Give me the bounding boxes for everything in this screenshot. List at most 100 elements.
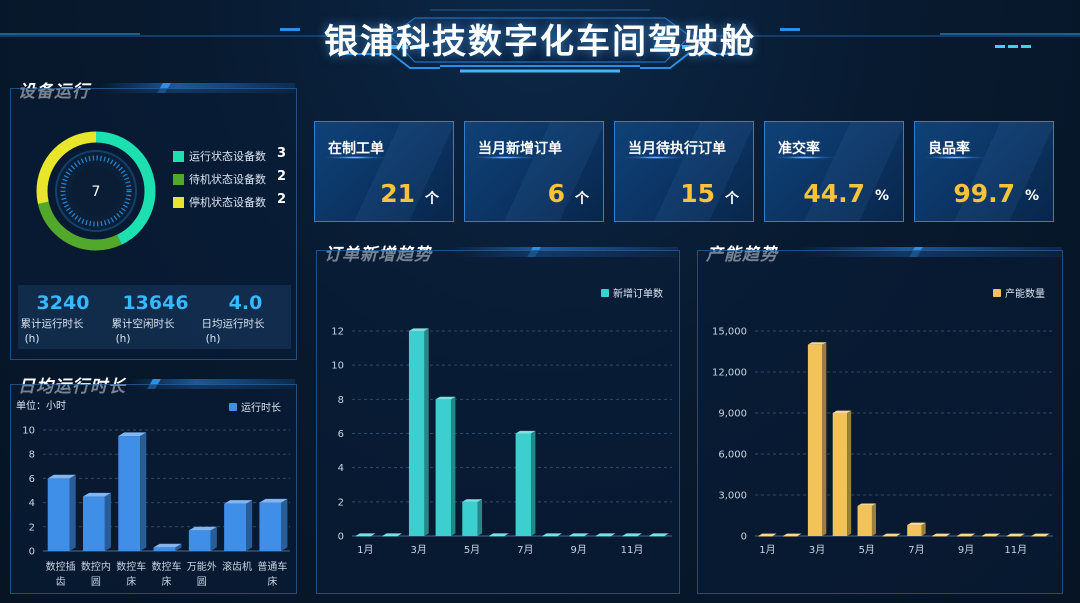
legend-swatch-running — [173, 150, 184, 162]
y-tick-label: 12 — [331, 327, 344, 338]
svg-text:新增订单数: 新增订单数 — [613, 287, 663, 300]
kpi-unit: 个 — [425, 191, 439, 207]
bar-2月 — [783, 533, 802, 537]
y-tick-label: 6 — [338, 429, 344, 440]
bar-9月 — [956, 533, 976, 537]
bar-5月 — [857, 503, 876, 536]
bar-3月 — [807, 342, 827, 536]
legend-swatch-standby — [173, 173, 184, 185]
x-tick-label: 数控车 — [152, 560, 182, 573]
bar-6月 — [882, 533, 901, 537]
legend-swatch-stopped — [173, 196, 184, 208]
x-tick-label: 9月 — [958, 544, 974, 556]
page-header: 银浦科技数字化车间驾驶舱 — [0, 0, 1080, 78]
stat-label-total-runtime: 累计运行时长 — [20, 318, 84, 330]
donut-segment-stopped — [36, 131, 156, 251]
stat-unit-total-runtime: (h) — [24, 333, 40, 345]
donut-center-value: 7 — [92, 184, 101, 200]
x-tick-label: 1月 — [357, 544, 373, 556]
legend-label-standby: 待机状态设备数 — [189, 173, 266, 186]
bar-3 — [153, 543, 182, 551]
y-tick-label: 10 — [331, 361, 344, 372]
y-tick-label: 8 — [338, 395, 344, 406]
y-tick-label: 4 — [29, 498, 35, 509]
chart-legend: 产能数量 — [993, 287, 1045, 300]
bar-8月 — [542, 533, 563, 537]
x-tick-label: 滚齿机 — [222, 560, 252, 573]
stat-label-total-idle: 累计空闲时长 — [111, 318, 175, 330]
legend-label-running: 运行状态设备数 — [189, 150, 266, 163]
chart-unit-label: 单位：小时 — [16, 399, 66, 412]
kpi-unit: % — [1024, 188, 1039, 204]
kpi-card-wip-orders[interactable]: 在制工单 21 个 — [314, 121, 454, 222]
capacity-trend-chart: 0 3,000 6,000 9,000 12,000 15,000 产能数量 1月 3月 5月 7月… — [712, 287, 1053, 556]
kpi-label: 在制工单 — [328, 141, 384, 157]
x-tick-label: 1月 — [759, 544, 775, 556]
donut-tick-ring — [60, 155, 132, 227]
kpi-card-pending-orders[interactable]: 当月待执行订单 15 个 — [614, 121, 754, 222]
kpi-value: 99.7 — [953, 179, 1015, 208]
card-glow — [775, 156, 835, 159]
bar-1月 — [355, 533, 376, 537]
legend-count-standby: 2 — [277, 169, 287, 184]
x-tick-label: 7月 — [908, 544, 924, 556]
bar-2月 — [382, 533, 403, 537]
y-tick-label: 12,000 — [712, 368, 747, 379]
bar-2 — [118, 432, 147, 551]
kpi-card-on-time-rate[interactable]: 准交率 44.7 % — [764, 121, 904, 222]
x-tick-label: 5月 — [464, 544, 480, 556]
stat-unit-daily-avg: (h) — [205, 333, 221, 345]
kpi-value: 21 — [380, 179, 415, 208]
y-tick-label: 3,000 — [718, 491, 747, 502]
donut-center — [71, 166, 121, 216]
x-tick-label: 9月 — [570, 544, 586, 556]
bar-7月 — [515, 430, 536, 536]
kpi-label: 准交率 — [778, 141, 820, 157]
bar-4月 — [435, 396, 456, 536]
kpi-label: 良品率 — [928, 141, 970, 157]
stat-unit-total-idle: (h) — [115, 333, 131, 345]
y-tick-label: 6 — [29, 474, 35, 485]
y-tick-label: 8 — [29, 450, 35, 461]
bar-3月 — [408, 328, 429, 536]
y-tick-label: 0 — [741, 532, 747, 543]
bar-1月 — [758, 533, 777, 537]
x-tick-label: 数控内 — [81, 560, 111, 573]
x-tick-label: 数控插 — [46, 560, 76, 573]
y-tick-label: 0 — [338, 532, 344, 543]
stat-value-daily-avg: 4.0 — [228, 292, 263, 314]
bar-8月 — [932, 533, 951, 537]
x-tick-label: 3月 — [410, 544, 426, 556]
y-tick-label: 2 — [29, 522, 35, 533]
equipment-stats: 3240 累计运行时长 (h) 13646 累计空闲时长 (h) 4.0 日均运… — [18, 285, 291, 349]
page-title: 银浦科技数字化车间驾驶舱 — [324, 22, 756, 62]
kpi-label: 当月新增订单 — [478, 141, 562, 157]
kpi-card-yield-rate[interactable]: 良品率 99.7 % — [914, 121, 1054, 222]
y-tick-label: 2 — [338, 497, 344, 508]
x-tick-label: 3月 — [809, 544, 825, 556]
bar-9月 — [568, 533, 589, 537]
bar-11月 — [622, 533, 643, 537]
card-glow — [325, 156, 385, 159]
svg-text:产能数量: 产能数量 — [1005, 287, 1045, 300]
stat-label-daily-avg: 日均运行时长 — [201, 318, 265, 330]
x-tick-label: 5月 — [859, 544, 875, 556]
card-glow — [925, 156, 985, 159]
kpi-unit: 个 — [575, 191, 589, 207]
legend-count-stopped: 2 — [277, 192, 287, 207]
legend-stopped: 停机状态设备数 — [173, 194, 266, 210]
legend-running: 运行状态设备数 — [173, 148, 266, 164]
bar-11月 — [1006, 533, 1025, 537]
y-tick-label: 15,000 — [712, 327, 747, 338]
svg-text:运行时长: 运行时长 — [241, 401, 281, 414]
header-frame — [0, 9, 1080, 73]
kpi-label: 当月待执行订单 — [628, 141, 726, 157]
x-tick-label: 11月 — [1004, 544, 1027, 556]
chart-legend: 新增订单数 — [601, 287, 663, 300]
x-tick-label: 圆 — [197, 576, 207, 588]
bar-12月 — [648, 533, 669, 537]
x-tick-label: 床 — [162, 575, 172, 588]
donut-segment-standby — [36, 131, 156, 251]
x-tick-label: 11月 — [621, 544, 644, 556]
kpi-card-new-orders[interactable]: 当月新增订单 6 个 — [464, 121, 604, 222]
